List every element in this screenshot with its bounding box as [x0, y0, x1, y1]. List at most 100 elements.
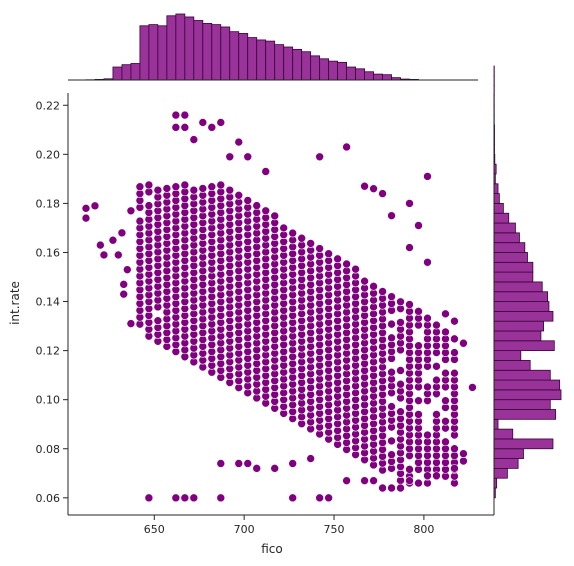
scatter-point: [225, 185, 235, 195]
x-hist-bar: [328, 60, 339, 81]
y-tick-label: 0.10: [36, 394, 61, 407]
scatter-point: [432, 471, 441, 481]
x-hist-bar: [319, 58, 330, 81]
x-hist-bar: [265, 40, 276, 81]
x-hist-bar: [238, 33, 249, 81]
scatter-point: [360, 476, 369, 485]
scatter-point: [306, 239, 315, 248]
scatter-point: [144, 180, 154, 190]
scatter-point: [119, 289, 129, 299]
scatter-point: [387, 333, 396, 343]
y-tick-label: 0.22: [36, 99, 61, 112]
scatter-point: [117, 228, 127, 238]
y-ticks: 0.06 0.08 0.10 0.12 0.14 0.16 0.18 0.20 0.22: [36, 99, 68, 505]
y-hist-bar: [493, 183, 499, 194]
scatter-point: [378, 483, 387, 493]
scatter-point: [144, 493, 154, 503]
scatter-point: [450, 316, 459, 326]
scatter-point: [261, 206, 271, 216]
y-hist-bar: [493, 467, 508, 479]
x-hist-bar: [373, 73, 383, 81]
y-hist-bar: [493, 301, 550, 312]
scatter-point: [387, 450, 396, 459]
scatter-point: [423, 257, 432, 267]
y-hist-bar: [493, 369, 551, 381]
scatter-point: [468, 383, 477, 392]
y-hist-bar: [493, 222, 516, 234]
scatter-point: [123, 265, 132, 274]
scatter-point: [441, 437, 450, 447]
scatter-point: [243, 152, 253, 162]
scatter-point: [171, 123, 181, 132]
scatter-point: [315, 493, 324, 503]
scatter-point: [369, 476, 378, 485]
scatter-point: [342, 142, 351, 152]
scatter-point: [423, 430, 432, 440]
scatter-point: [432, 375, 441, 385]
x-hist-bar: [283, 46, 294, 81]
y-hist-bar: [493, 281, 543, 293]
scatter-point: [216, 493, 226, 503]
scatter-point: [324, 493, 333, 503]
scatter-point: [432, 320, 441, 330]
scatter-point: [171, 493, 181, 503]
scatter-point: [414, 341, 423, 351]
scatter-point: [396, 407, 405, 417]
x-hist-bar: [382, 74, 392, 81]
scatter-point: [396, 379, 405, 389]
scatter-point: [396, 297, 405, 307]
y-hist-bar: [493, 448, 524, 459]
scatter-point: [423, 172, 432, 181]
y-hist-bar: [493, 212, 510, 224]
scatter-point: [270, 464, 280, 473]
x-hist-bar: [229, 31, 240, 81]
scatter-point: [216, 459, 226, 468]
y-hist-bar: [493, 320, 544, 332]
x-hist-bar: [130, 63, 141, 81]
y-hist-bar: [493, 428, 514, 440]
x-hist-bar: [121, 64, 132, 81]
scatter-point: [351, 264, 360, 274]
scatter-point: [423, 471, 432, 481]
scatter-point: [387, 483, 396, 493]
scatter-point: [288, 228, 297, 238]
x-hist-bar: [292, 48, 303, 81]
y-hist-bar: [493, 261, 534, 273]
scatter-point: [432, 362, 441, 371]
scatter-point: [153, 185, 163, 195]
scatter-point: [450, 464, 459, 473]
scatter-point: [252, 201, 262, 210]
scatter-point: [207, 123, 217, 132]
scatter-point: [342, 259, 351, 269]
scatter-point: [405, 476, 414, 485]
y-hist-bar: [493, 399, 551, 410]
scatter-point: [99, 250, 109, 260]
scatter-point: [450, 334, 459, 344]
x-ticks: 650 700 750 800: [144, 515, 434, 536]
scatter-point: [144, 201, 154, 210]
scatter-point: [459, 456, 468, 466]
y-hist-bar: [493, 350, 522, 361]
y-hist-bar: [493, 360, 531, 371]
scatter-point: [414, 307, 423, 316]
y-hist-bar: [493, 193, 500, 204]
x-hist-bar: [193, 20, 204, 81]
scatter-point: [441, 396, 450, 405]
scatter-point: [162, 184, 172, 193]
y-tick-label: 0.16: [36, 246, 61, 259]
y-hist-bar: [493, 291, 548, 302]
marginal-x-histogram: [85, 13, 419, 81]
y-hist-bar: [493, 232, 520, 244]
x-hist-bar: [112, 66, 123, 81]
scatter-point: [216, 180, 226, 190]
scatter-point: [189, 135, 199, 144]
scatter-point: [108, 235, 118, 245]
scatter-point: [324, 249, 333, 259]
x-hist-bar: [301, 51, 312, 81]
scatter-point: [279, 223, 288, 233]
scatter-point: [387, 367, 396, 377]
scatter-point: [414, 410, 423, 419]
scatter-point: [360, 181, 369, 191]
scatter-point: [396, 318, 405, 327]
